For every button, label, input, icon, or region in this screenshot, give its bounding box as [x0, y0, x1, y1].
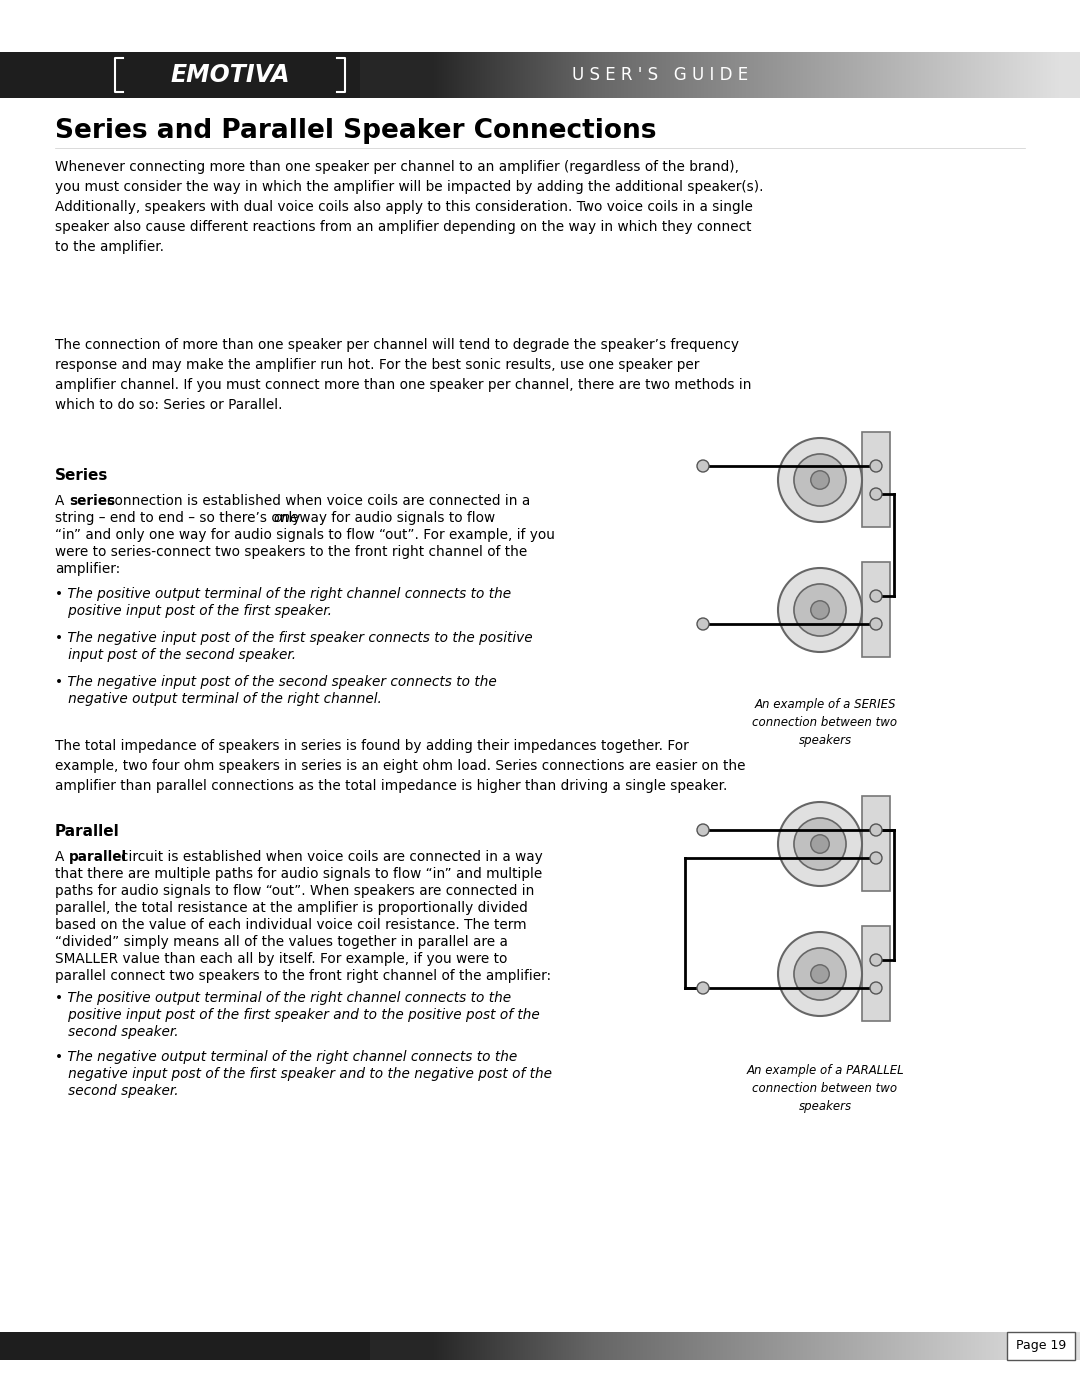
Bar	[862, 432, 890, 527]
Text: positive input post of the first speaker and to the positive post of the: positive input post of the first speaker…	[55, 1009, 540, 1023]
Text: parallel: parallel	[69, 849, 127, 863]
Text: series: series	[69, 495, 116, 509]
Text: An example of a PARALLEL
connection between two
speakers: An example of a PARALLEL connection betw…	[746, 1065, 904, 1113]
Text: Whenever connecting more than one speaker per channel to an amplifier (regardles: Whenever connecting more than one speake…	[55, 161, 764, 254]
Circle shape	[697, 617, 708, 630]
Text: second speaker.: second speaker.	[55, 1084, 178, 1098]
Text: parallel, the total resistance at the amplifier is proportionally divided: parallel, the total resistance at the am…	[55, 901, 528, 915]
Text: string – end to end – so there’s only: string – end to end – so there’s only	[55, 511, 305, 525]
Circle shape	[870, 852, 882, 863]
Circle shape	[794, 949, 846, 1000]
Text: positive input post of the first speaker.: positive input post of the first speaker…	[55, 604, 332, 617]
Circle shape	[778, 439, 862, 522]
Circle shape	[811, 471, 829, 489]
Bar	[0, 52, 360, 98]
Bar	[1007, 1331, 1075, 1361]
Circle shape	[870, 824, 882, 835]
Circle shape	[794, 454, 846, 506]
Circle shape	[794, 819, 846, 870]
Text: • The positive output terminal of the right channel connects to the: • The positive output terminal of the ri…	[55, 990, 511, 1004]
Circle shape	[870, 617, 882, 630]
Circle shape	[697, 982, 708, 995]
Text: way for audio signals to flow: way for audio signals to flow	[295, 511, 495, 525]
Bar	[862, 796, 890, 891]
Text: The connection of more than one speaker per channel will tend to degrade the spe: The connection of more than one speaker …	[55, 338, 752, 412]
Circle shape	[811, 835, 829, 854]
Text: U S E R ' S   G U I D E: U S E R ' S G U I D E	[572, 66, 748, 84]
Bar	[862, 562, 890, 657]
Circle shape	[778, 802, 862, 886]
Text: that there are multiple paths for audio signals to flow “in” and multiple: that there are multiple paths for audio …	[55, 868, 542, 882]
Text: Page 19: Page 19	[1016, 1340, 1066, 1352]
Circle shape	[870, 488, 882, 500]
Text: connection is established when voice coils are connected in a: connection is established when voice coi…	[107, 495, 530, 509]
Text: were to series-connect two speakers to the front right channel of the: were to series-connect two speakers to t…	[55, 545, 527, 559]
Bar	[862, 926, 890, 1021]
Circle shape	[870, 982, 882, 995]
Text: paths for audio signals to flow “out”. When speakers are connected in: paths for audio signals to flow “out”. W…	[55, 884, 535, 898]
Circle shape	[794, 584, 846, 636]
Text: EMOTIVA: EMOTIVA	[171, 63, 289, 87]
Circle shape	[870, 590, 882, 602]
Text: • The negative input post of the first speaker connects to the positive: • The negative input post of the first s…	[55, 631, 532, 645]
Bar	[0, 1331, 370, 1361]
Circle shape	[778, 569, 862, 652]
Text: Parallel: Parallel	[55, 824, 120, 840]
Text: circuit is established when voice coils are connected in a way: circuit is established when voice coils …	[121, 849, 543, 863]
Text: input post of the second speaker.: input post of the second speaker.	[55, 648, 296, 662]
Text: based on the value of each individual voice coil resistance. The term: based on the value of each individual vo…	[55, 918, 527, 932]
Text: • The negative input post of the second speaker connects to the: • The negative input post of the second …	[55, 675, 497, 689]
Text: • The positive output terminal of the right channel connects to the: • The positive output terminal of the ri…	[55, 587, 511, 601]
Text: An example of a SERIES
connection between two
speakers: An example of a SERIES connection betwee…	[753, 698, 897, 747]
Text: one: one	[273, 511, 298, 525]
Circle shape	[697, 824, 708, 835]
Text: negative input post of the first speaker and to the negative post of the: negative input post of the first speaker…	[55, 1067, 552, 1081]
Text: “divided” simply means all of the values together in parallel are a: “divided” simply means all of the values…	[55, 935, 508, 949]
Text: • The negative output terminal of the right channel connects to the: • The negative output terminal of the ri…	[55, 1051, 517, 1065]
Circle shape	[811, 965, 829, 983]
Circle shape	[870, 460, 882, 472]
Text: parallel connect two speakers to the front right channel of the amplifier:: parallel connect two speakers to the fro…	[55, 970, 551, 983]
Text: SMALLER value than each all by itself. For example, if you were to: SMALLER value than each all by itself. F…	[55, 951, 508, 965]
Circle shape	[811, 601, 829, 619]
Text: A: A	[55, 495, 69, 509]
Text: Series: Series	[55, 468, 108, 483]
Text: Series and Parallel Speaker Connections: Series and Parallel Speaker Connections	[55, 117, 657, 144]
Circle shape	[870, 954, 882, 965]
Text: negative output terminal of the right channel.: negative output terminal of the right ch…	[55, 692, 382, 705]
Text: “in” and only one way for audio signals to flow “out”. For example, if you: “in” and only one way for audio signals …	[55, 528, 555, 542]
Text: amplifier:: amplifier:	[55, 562, 120, 576]
Text: The total impedance of speakers in series is found by adding their impedances to: The total impedance of speakers in serie…	[55, 739, 745, 793]
Circle shape	[778, 932, 862, 1016]
Text: A: A	[55, 849, 69, 863]
Text: second speaker.: second speaker.	[55, 1025, 178, 1039]
Circle shape	[697, 460, 708, 472]
